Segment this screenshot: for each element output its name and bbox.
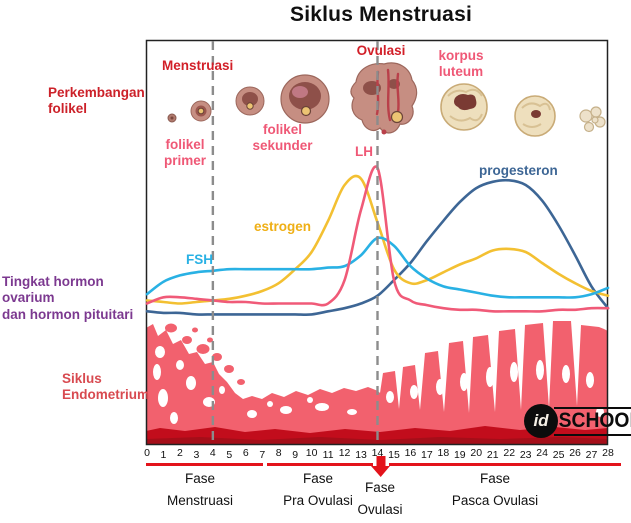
label-phase-ovulation: Fase Ovulasi <box>357 480 403 517</box>
label-lh: LH <box>355 144 373 159</box>
label-estrogen: estrogen <box>254 219 312 234</box>
axis-day-18: 18 <box>437 447 450 459</box>
axis-day-14: 14 <box>371 447 384 459</box>
axis-day-27: 27 <box>585 449 598 461</box>
primordial-follicle-icon <box>167 113 177 123</box>
progesteron-curve <box>145 178 610 316</box>
label-ovulation: Ovulasi <box>356 43 406 58</box>
label-endometrium-cycle: Siklus Endometrium <box>62 371 150 403</box>
ovulation-arrow-icon <box>371 456 390 477</box>
secondary-follicle-small-icon <box>235 86 265 116</box>
axis-day-20: 20 <box>470 447 483 459</box>
label-hormone-levels: Tingkat hormon ovarium dan hormon pituit… <box>2 274 134 322</box>
axis-day-23: 23 <box>519 449 532 461</box>
label-fsh: FSH <box>186 252 213 267</box>
axis-day-10: 10 <box>305 447 318 459</box>
axis-day-28: 28 <box>602 447 614 459</box>
label-phase-preovulation: Fase Pra Ovulasi <box>283 471 353 508</box>
preovulation-phase-line <box>267 463 373 466</box>
endometrium-holes <box>153 346 604 424</box>
axis-day-7: 7 <box>259 449 266 461</box>
axis-day-19: 19 <box>453 449 466 461</box>
axis-day-0: 0 <box>144 447 150 459</box>
axis-day-15: 15 <box>388 449 400 461</box>
axis-day-26: 26 <box>569 447 581 459</box>
axis-day-3: 3 <box>193 449 200 461</box>
label-primary-follicle: folikel primer <box>163 137 207 169</box>
axis-day-1: 1 <box>160 449 167 461</box>
corpus-luteum-late-icon <box>514 95 556 137</box>
primary-follicle-icon <box>190 100 212 122</box>
axis-day-6: 6 <box>242 447 249 459</box>
label-follicle-development: Perkembangan folikel <box>48 85 145 117</box>
postovulation-phase-line <box>389 463 621 466</box>
secondary-follicle-large-icon <box>280 74 330 124</box>
ovulating-follicle-icon <box>350 62 418 135</box>
axis-day-9: 9 <box>292 449 299 461</box>
corpus-luteum-icon <box>440 83 488 131</box>
axis-day-22: 22 <box>503 447 516 459</box>
logo-school-text: SCHOOL <box>554 406 631 436</box>
axis-day-17: 17 <box>421 449 433 461</box>
label-corpus-luteum: korpus luteum <box>438 48 484 80</box>
axis-day-2: 2 <box>177 447 183 459</box>
axis-day-21: 21 <box>486 449 499 461</box>
menstruation-phase-line <box>146 463 263 466</box>
label-progesterone: progesteron <box>479 163 558 178</box>
label-secondary-follicle: folikel sekunder <box>252 122 313 154</box>
axis-day-11: 11 <box>322 449 334 461</box>
axis-day-12: 12 <box>338 447 351 459</box>
idschool-logo-icon: id <box>524 404 558 438</box>
chart-border <box>145 39 609 446</box>
axis-day-5: 5 <box>226 449 233 461</box>
axis-day-24: 24 <box>536 447 548 459</box>
idschool-watermark: id SCHOOL <box>524 403 631 439</box>
label-phase-menstruation: Fase Menstruasi <box>166 471 234 508</box>
axis-day-25: 25 <box>552 449 565 461</box>
corpus-albicans-icon <box>579 106 606 133</box>
endometrium-tissue <box>146 321 608 445</box>
endometrium-fragments <box>165 323 245 385</box>
dashed-marker-lines <box>211 41 379 444</box>
label-menstruation: Menstruasi <box>162 58 234 73</box>
endometrium-basal-shadow <box>146 437 608 445</box>
axis-day-4: 4 <box>209 447 216 459</box>
label-phase-postovulation: Fase Pasca Ovulasi <box>451 471 539 508</box>
page-title: Siklus Menstruasi <box>290 3 472 26</box>
axis-day-8: 8 <box>275 447 282 459</box>
axis-day-16: 16 <box>404 447 417 459</box>
follicle-illustrations <box>167 62 606 137</box>
phase-brackets <box>146 456 621 477</box>
axis-day-13: 13 <box>355 449 367 461</box>
logo-id-text: id <box>533 411 549 430</box>
